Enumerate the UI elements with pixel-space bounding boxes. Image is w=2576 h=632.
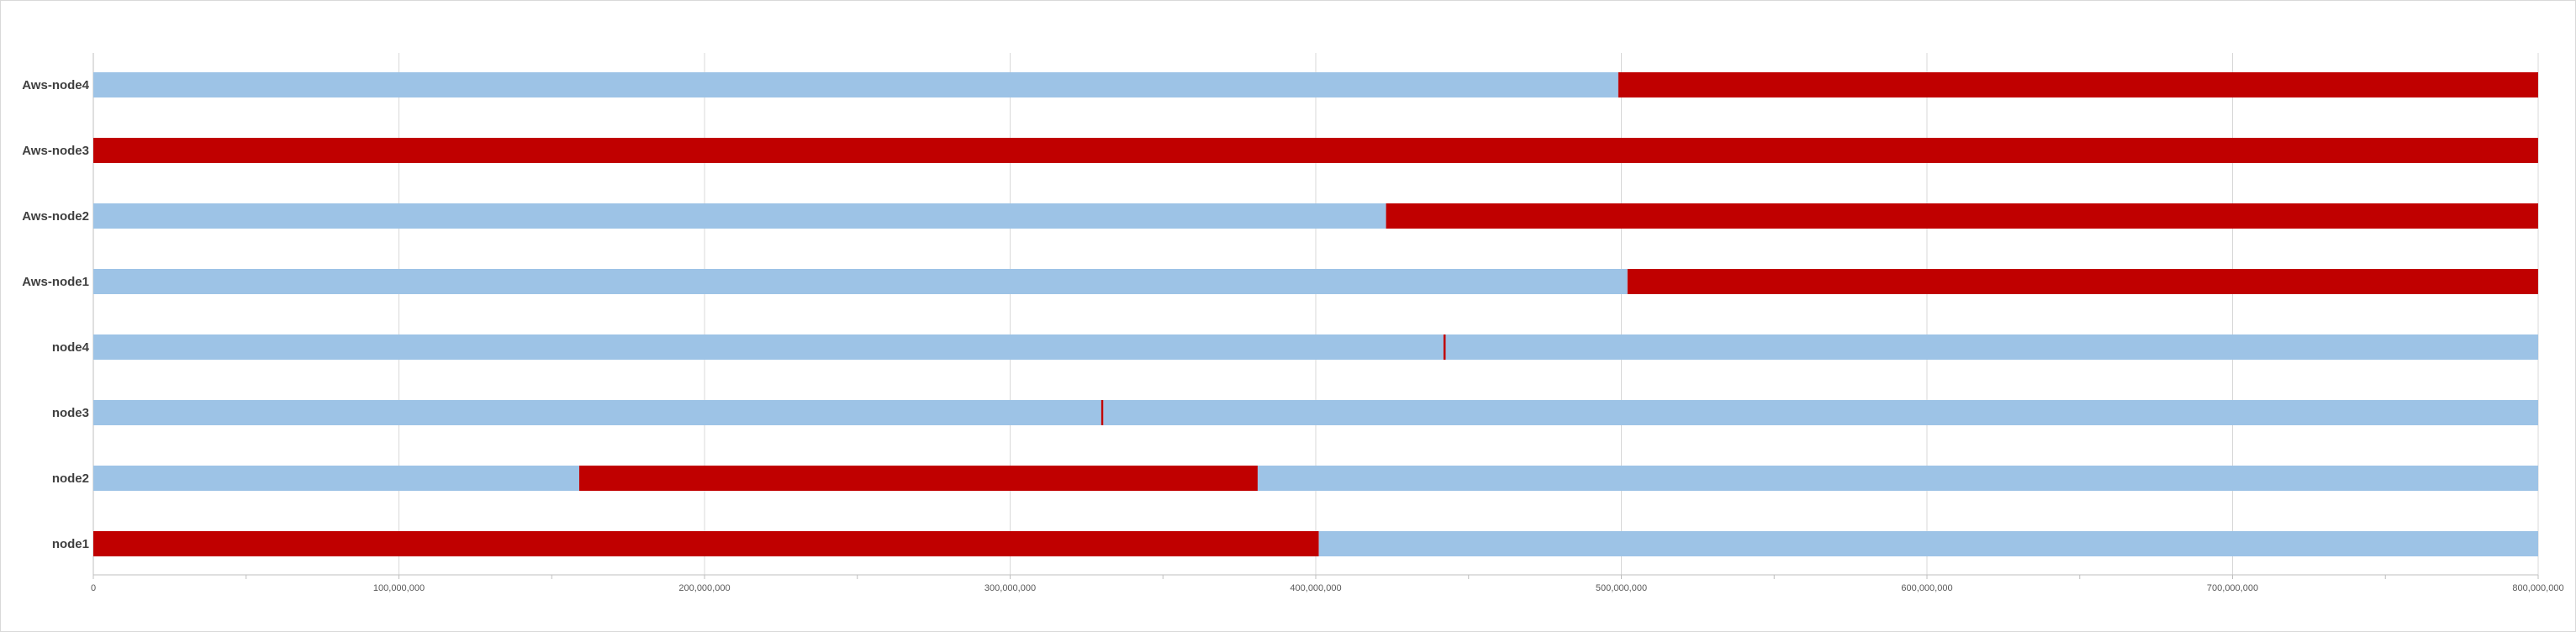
category-label: Aws-node3 xyxy=(22,144,89,158)
bar-segment-down xyxy=(1618,72,2538,97)
bar-segment-down xyxy=(1101,400,1104,425)
gridlines xyxy=(399,53,2539,575)
bar-segment-down xyxy=(1443,334,1446,360)
x-axis: 0 100,000,000 200,000,000 300,000,000 400,00… xyxy=(91,53,2564,593)
category-label: Aws-node1 xyxy=(22,275,89,289)
bar-segment-up xyxy=(93,269,1628,294)
bar-segment-up xyxy=(1103,400,2538,425)
x-tick-label: 500,000,000 xyxy=(1596,583,1647,593)
bar-segment-down xyxy=(1627,269,2538,294)
category-label: node4 xyxy=(52,340,90,355)
bar-segment-down xyxy=(1386,203,2538,229)
bar-segment-down xyxy=(93,531,1319,556)
category-label: node1 xyxy=(52,537,89,551)
bar-segment-down xyxy=(578,466,1258,491)
bars xyxy=(93,72,2538,556)
category-label: node2 xyxy=(52,471,89,486)
x-tick-label: 200,000,000 xyxy=(678,583,730,593)
x-tick-label: 400,000,000 xyxy=(1290,583,1341,593)
bar-segment-up xyxy=(93,203,1386,229)
bar-segment-up xyxy=(93,72,1618,97)
category-label: Aws-node4 xyxy=(22,78,89,92)
x-tick-label: 800,000,000 xyxy=(2512,583,2563,593)
bar-segment-down xyxy=(93,138,2538,163)
x-tick-label: 0 xyxy=(91,583,96,593)
x-tick-label: 600,000,000 xyxy=(1901,583,1952,593)
category-labels: node1 node2 node3 node4 Aws-node1 Aws-node2 Aw… xyxy=(22,78,89,551)
bar-segment-up xyxy=(1257,466,2538,491)
x-tick-label: 300,000,000 xyxy=(984,583,1036,593)
x-tick-label: 700,000,000 xyxy=(2207,583,2258,593)
bar-segment-up xyxy=(1445,334,2538,360)
category-label: node3 xyxy=(52,406,89,420)
bar-segment-up xyxy=(93,334,1444,360)
x-tick-label: 100,000,000 xyxy=(373,583,425,593)
bar-segment-up xyxy=(1318,531,2538,556)
bar-segment-up xyxy=(93,400,1101,425)
category-label: Aws-node2 xyxy=(22,209,89,224)
bar-segment-up xyxy=(93,466,579,491)
